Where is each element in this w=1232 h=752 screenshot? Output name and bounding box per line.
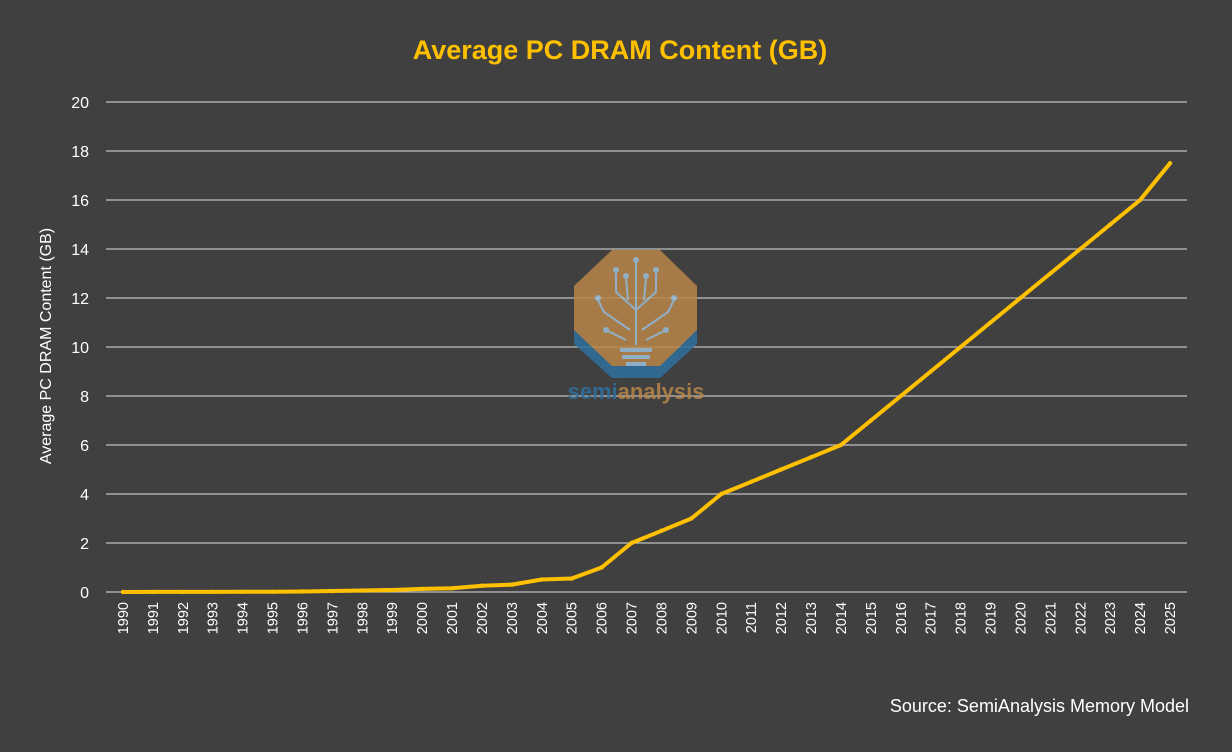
y-tick-label: 16 xyxy=(71,193,89,210)
y-tick-label: 18 xyxy=(71,144,89,161)
data-point xyxy=(689,516,694,521)
data-point xyxy=(1167,161,1173,166)
y-tick-label: 4 xyxy=(80,487,89,504)
data-point xyxy=(988,320,993,325)
data-point xyxy=(479,583,485,588)
x-tick-label: 2017 xyxy=(924,602,940,634)
logo-wordmark: semianalysis xyxy=(568,379,705,404)
x-tick-label: 1998 xyxy=(355,602,371,634)
y-tick-label: 8 xyxy=(80,389,89,406)
y-axis-ticks: 0 2 4 6 8 10 12 14 16 18 20 xyxy=(71,95,89,602)
x-tick-label: 1995 xyxy=(266,602,282,634)
x-tick-label: 2025 xyxy=(1163,602,1179,634)
data-point xyxy=(509,582,515,587)
data-point xyxy=(300,589,305,594)
x-tick-label: 2005 xyxy=(565,602,581,634)
data-point xyxy=(120,589,126,595)
x-tick-label: 2008 xyxy=(654,602,670,634)
x-tick-label: 2024 xyxy=(1133,602,1149,634)
x-tick-label: 2014 xyxy=(834,602,850,634)
x-tick-label: 2003 xyxy=(505,602,521,634)
data-point xyxy=(240,589,245,595)
x-tick-label: 2011 xyxy=(744,602,760,633)
x-tick-label: 1993 xyxy=(206,602,222,634)
data-point xyxy=(1078,246,1083,252)
x-tick-label: 2007 xyxy=(625,602,641,634)
x-tick-label: 2019 xyxy=(984,602,1000,634)
chart-title: Average PC DRAM Content (GB) xyxy=(413,35,828,65)
x-tick-label: 2006 xyxy=(595,602,611,634)
data-point xyxy=(330,588,335,594)
y-tick-label: 20 xyxy=(71,95,89,112)
data-point xyxy=(749,479,754,484)
y-tick-label: 0 xyxy=(80,585,89,602)
x-tick-label: 2022 xyxy=(1073,602,1089,634)
x-tick-label: 2004 xyxy=(535,602,551,634)
x-tick-label: 2021 xyxy=(1043,602,1059,634)
x-tick-label: 2020 xyxy=(1013,602,1029,634)
data-point xyxy=(1107,222,1113,227)
x-tick-label: 2012 xyxy=(774,602,790,634)
data-point xyxy=(808,455,814,460)
data-point xyxy=(419,586,425,592)
data-point xyxy=(449,586,455,591)
data-point xyxy=(360,588,365,593)
data-point xyxy=(180,589,186,595)
data-point xyxy=(150,589,156,595)
data-point xyxy=(270,589,275,594)
logo-bulb-base-icon xyxy=(620,348,652,366)
x-tick-label: 2000 xyxy=(415,602,431,634)
data-point xyxy=(928,369,933,374)
x-tick-label: 2023 xyxy=(1103,602,1119,634)
y-tick-label: 2 xyxy=(80,536,89,553)
x-tick-label: 1994 xyxy=(236,602,252,634)
data-point xyxy=(898,393,903,399)
x-tick-label: 1990 xyxy=(116,602,132,634)
x-tick-label: 2002 xyxy=(475,602,491,634)
series-line xyxy=(121,161,1172,594)
data-point xyxy=(629,540,634,546)
data-point xyxy=(539,577,544,582)
x-tick-label: 2009 xyxy=(684,602,700,634)
data-point xyxy=(210,589,215,595)
data-point xyxy=(719,491,724,497)
data-point xyxy=(1048,271,1053,276)
data-point xyxy=(838,442,844,448)
x-tick-label: 1997 xyxy=(325,602,341,634)
data-point xyxy=(659,528,664,533)
x-tick-label: 1992 xyxy=(176,602,192,634)
data-point xyxy=(1137,197,1143,203)
x-tick-label: 2016 xyxy=(894,602,910,634)
data-point xyxy=(1018,295,1023,301)
y-tick-label: 6 xyxy=(80,438,89,455)
x-tick-label: 2018 xyxy=(954,602,970,634)
x-tick-label: 2001 xyxy=(445,602,461,634)
y-axis-label: Average PC DRAM Content (GB) xyxy=(38,228,55,464)
x-axis-ticks: 1990 1991 1992 1993 1994 1995 1996 1997 1998 1999… xyxy=(116,602,1179,634)
y-tick-label: 12 xyxy=(71,291,89,308)
semianalysis-watermark-logo: semianalysis xyxy=(568,250,705,404)
x-tick-label: 2015 xyxy=(864,602,880,634)
logo-tree-icon xyxy=(597,262,675,345)
data-point xyxy=(868,418,874,423)
data-point xyxy=(599,565,604,570)
x-tick-label: 1991 xyxy=(146,602,162,634)
data-point xyxy=(390,587,395,593)
logo-wordmark-semi: semi xyxy=(568,379,618,404)
y-tick-label: 14 xyxy=(71,242,89,259)
x-tick-label: 2013 xyxy=(804,602,820,634)
data-point xyxy=(958,344,963,350)
x-tick-label: 1996 xyxy=(295,602,311,634)
x-tick-label: 2010 xyxy=(714,602,730,634)
logo-wordmark-analysis: analysis xyxy=(618,379,705,404)
source-note: Source: SemiAnalysis Memory Model xyxy=(890,696,1189,716)
series-layer xyxy=(120,161,1173,595)
x-tick-label: 1999 xyxy=(385,602,401,634)
y-tick-label: 10 xyxy=(71,340,89,357)
logo-nodes-icon xyxy=(595,257,677,333)
data-point xyxy=(778,467,784,472)
data-point xyxy=(569,576,574,581)
